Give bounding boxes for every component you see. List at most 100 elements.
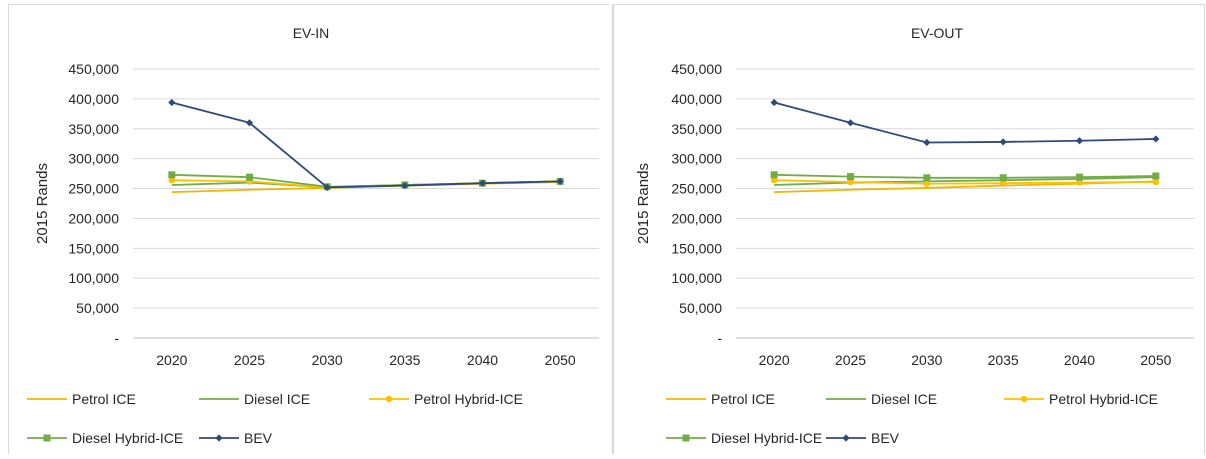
chart-panel-ev-in: EV-IN - 50,000 100,000 150,000 200,000 250,000…: [8, 4, 609, 454]
data-point-bev: [770, 98, 778, 107]
chart-title: EV-OUT: [911, 25, 964, 41]
y-tick-label: 100,000: [68, 270, 119, 286]
data-point-petrol-hybrid-ice: [847, 178, 854, 186]
y-tick-label: 350,000: [671, 121, 722, 137]
y-tick-label: 450,000: [671, 61, 722, 77]
data-point-diesel-hybrid-ice: [246, 173, 253, 181]
y-tick-label: 300,000: [671, 151, 722, 167]
x-tick-label: 2025: [234, 352, 265, 368]
x-tick-label: 2030: [911, 352, 942, 368]
chart-panel-ev-out: EV-OUT - 50,000 100,000 150,000 200,000 250,00…: [612, 4, 1205, 454]
legend-label: Diesel ICE: [244, 391, 310, 407]
data-point-diesel-hybrid-ice: [168, 171, 176, 179]
legend-label: BEV: [871, 430, 900, 446]
y-tick-label: 100,000: [671, 270, 722, 286]
data-point-bev: [923, 138, 931, 147]
x-tick-label: 2035: [389, 352, 420, 368]
series-bev: [168, 98, 564, 191]
x-tick-label: 2020: [759, 352, 790, 368]
y-tick-label: 450,000: [68, 61, 119, 77]
series-line-diesel-hybrid-ice: [774, 173, 1156, 179]
y-tick-label: 50,000: [76, 300, 119, 316]
legend-item-diesel-hybrid-ice: Diesel Hybrid-ICE: [666, 430, 822, 446]
data-point-petrol-hybrid-ice: [1076, 179, 1083, 186]
series-line-bev: [171, 101, 561, 189]
y-tick-label: 300,000: [68, 151, 119, 167]
chart-title: EV-IN: [293, 25, 330, 41]
data-point-diesel-hybrid-ice: [770, 171, 778, 179]
x-tick-label: 2025: [835, 352, 866, 368]
data-point-bev: [1152, 135, 1160, 143]
x-tick-label: 2030: [312, 352, 343, 368]
data-point-bev: [999, 138, 1007, 146]
x-tick-label: 2040: [1064, 352, 1095, 368]
y-tick-label: -: [717, 330, 722, 346]
series-petrol-hybrid-ice: [770, 176, 1160, 187]
data-point-petrol-hybrid-ice: [770, 176, 778, 184]
legend-item-bev: BEV: [199, 430, 273, 446]
legend-marker: [215, 434, 223, 442]
series-diesel-ice: [774, 176, 1156, 186]
legend-marker: [1020, 395, 1028, 403]
x-tick-label: 2035: [988, 352, 1019, 368]
legend-marker: [43, 434, 51, 442]
legend-label: Petrol Hybrid-ICE: [1049, 391, 1158, 407]
data-point-bev: [846, 119, 855, 127]
data-point-diesel-hybrid-ice: [847, 173, 854, 181]
data-point-bev: [168, 98, 176, 107]
legend-item-diesel-hybrid-ice: Diesel Hybrid-ICE: [27, 430, 183, 446]
legend-marker: [385, 395, 393, 403]
series-line-petrol-hybrid-ice: [774, 179, 1156, 185]
legend-label: Diesel Hybrid-ICE: [72, 430, 183, 446]
series-line-bev: [773, 101, 1156, 144]
y-tick-label: 350,000: [68, 121, 119, 137]
data-point-bev: [323, 183, 331, 191]
legend-item-diesel-ice: Diesel ICE: [826, 391, 937, 407]
data-point-petrol-hybrid-ice: [999, 179, 1007, 187]
legend-label: Petrol Hybrid-ICE: [414, 391, 523, 407]
legend-label: Diesel Hybrid-ICE: [711, 430, 822, 446]
data-point-diesel-hybrid-ice: [999, 174, 1007, 182]
data-point-petrol-hybrid-ice: [168, 176, 176, 184]
data-point-diesel-hybrid-ice: [1076, 173, 1083, 181]
data-point-bev: [1075, 137, 1084, 145]
y-tick-label: 400,000: [671, 91, 722, 107]
x-tick-label: 2040: [467, 352, 498, 368]
y-tick-label: 400,000: [68, 91, 119, 107]
legend-marker: [842, 434, 850, 442]
data-point-bev: [401, 181, 409, 190]
y-tick-label: 250,000: [671, 181, 722, 197]
legend-label: BEV: [244, 430, 273, 446]
legend-item-bev: BEV: [826, 430, 900, 446]
legend-item-petrol-hybrid-ice: Petrol Hybrid-ICE: [369, 391, 523, 407]
legend-item-diesel-ice: Diesel ICE: [199, 391, 310, 407]
data-point-diesel-hybrid-ice: [923, 174, 931, 182]
series-bev: [770, 98, 1160, 147]
x-tick-label: 2020: [156, 352, 187, 368]
chart-ev-in: EV-IN - 50,000 100,000 150,000 200,000 250,000…: [27, 25, 599, 446]
legend-item-petrol-ice: Petrol ICE: [666, 391, 775, 407]
y-tick-label: 200,000: [68, 210, 119, 226]
data-point-diesel-hybrid-ice: [1152, 172, 1160, 180]
x-tick-label: 2050: [545, 352, 576, 368]
y-tick-label: 200,000: [671, 210, 722, 226]
y-tick-label: 150,000: [671, 240, 722, 256]
y-axis-label: 2015 Rands: [34, 163, 51, 244]
legend-marker: [682, 434, 690, 442]
x-tick-label: 2050: [1140, 352, 1171, 368]
data-point-petrol-hybrid-ice: [1152, 178, 1160, 186]
legend-label: Diesel ICE: [871, 391, 937, 407]
y-tick-label: 50,000: [679, 300, 722, 316]
legend-label: Petrol ICE: [72, 391, 136, 407]
y-tick-label: 250,000: [68, 181, 119, 197]
y-axis-label: 2015 Rands: [635, 163, 652, 244]
legend-label: Petrol ICE: [711, 391, 775, 407]
data-point-bev: [478, 179, 487, 187]
series-line-diesel-ice: [774, 176, 1156, 186]
data-point-petrol-hybrid-ice: [923, 180, 931, 187]
legend-item-petrol-hybrid-ice: Petrol Hybrid-ICE: [1004, 391, 1158, 407]
legend-item-petrol-ice: Petrol ICE: [27, 391, 136, 407]
y-tick-label: 150,000: [68, 240, 119, 256]
series-diesel-hybrid-ice: [770, 171, 1160, 182]
